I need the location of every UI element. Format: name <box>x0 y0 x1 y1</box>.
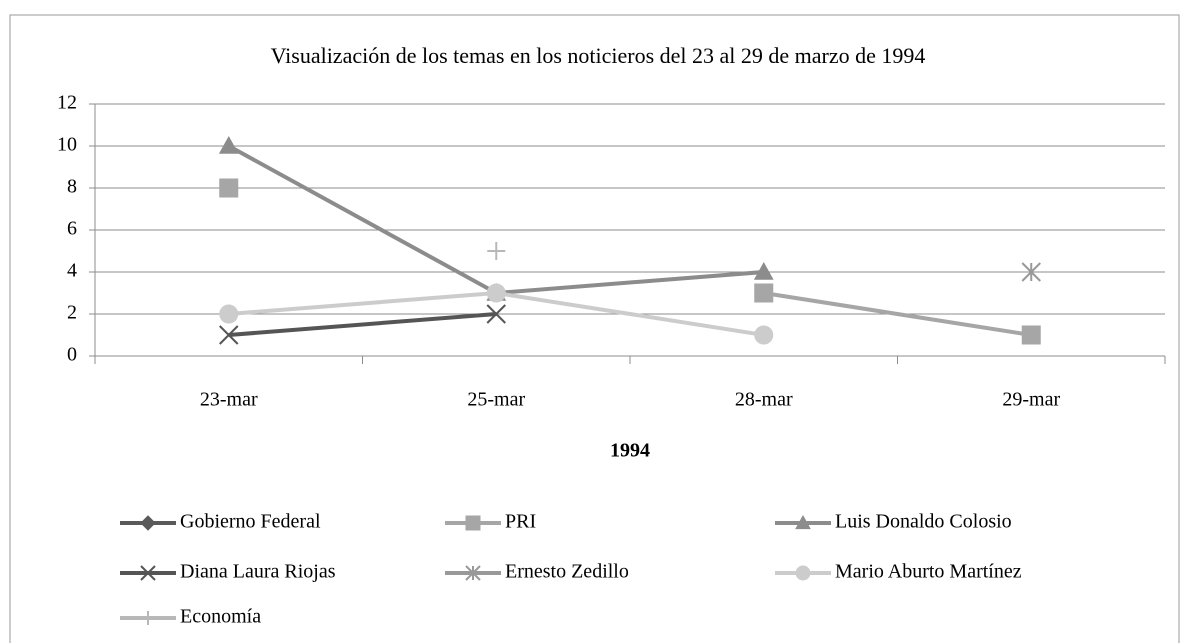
marker <box>141 611 155 625</box>
marker <box>140 515 156 531</box>
marker <box>486 283 506 303</box>
marker <box>465 515 481 531</box>
marker <box>218 135 239 154</box>
x-tick-label: 25-mar <box>467 389 525 411</box>
x-tick-label: 28-mar <box>735 389 793 411</box>
legend-label: Diana Laura Riojas <box>180 561 336 583</box>
marker <box>219 178 239 198</box>
marker <box>754 325 774 345</box>
marker <box>795 565 811 581</box>
series-line <box>228 312 497 337</box>
y-tick-label: 8 <box>67 176 77 198</box>
x-axis-label: 1994 <box>610 440 650 462</box>
x-tick-label: 23-mar <box>200 389 258 411</box>
marker <box>465 565 481 581</box>
y-tick-label: 10 <box>57 134 77 156</box>
legend-label: Ernesto Zedillo <box>505 561 629 583</box>
y-tick-label: 4 <box>67 260 77 282</box>
marker <box>219 325 239 345</box>
x-tick-label: 29-mar <box>1002 389 1060 411</box>
y-tick-label: 0 <box>67 344 77 366</box>
y-tick-label: 12 <box>57 92 77 114</box>
y-tick-label: 2 <box>67 302 77 324</box>
legend-label: PRI <box>505 511 536 533</box>
marker <box>219 304 239 324</box>
legend-label: Mario Aburto Martínez <box>835 561 1022 583</box>
series-line <box>763 291 1032 337</box>
marker <box>1021 325 1041 345</box>
legend-label: Gobierno Federal <box>180 511 321 533</box>
marker <box>1021 262 1041 282</box>
marker <box>753 261 774 280</box>
chart-title: Visualización de los temas en los notici… <box>271 43 926 68</box>
marker <box>486 304 506 324</box>
y-tick-label: 6 <box>67 218 77 240</box>
marker <box>754 283 774 303</box>
legend-label: Economía <box>180 606 261 628</box>
legend-label: Luis Donaldo Colosio <box>835 511 1012 533</box>
marker <box>140 565 156 581</box>
marker <box>795 514 811 530</box>
marker <box>487 242 506 260</box>
